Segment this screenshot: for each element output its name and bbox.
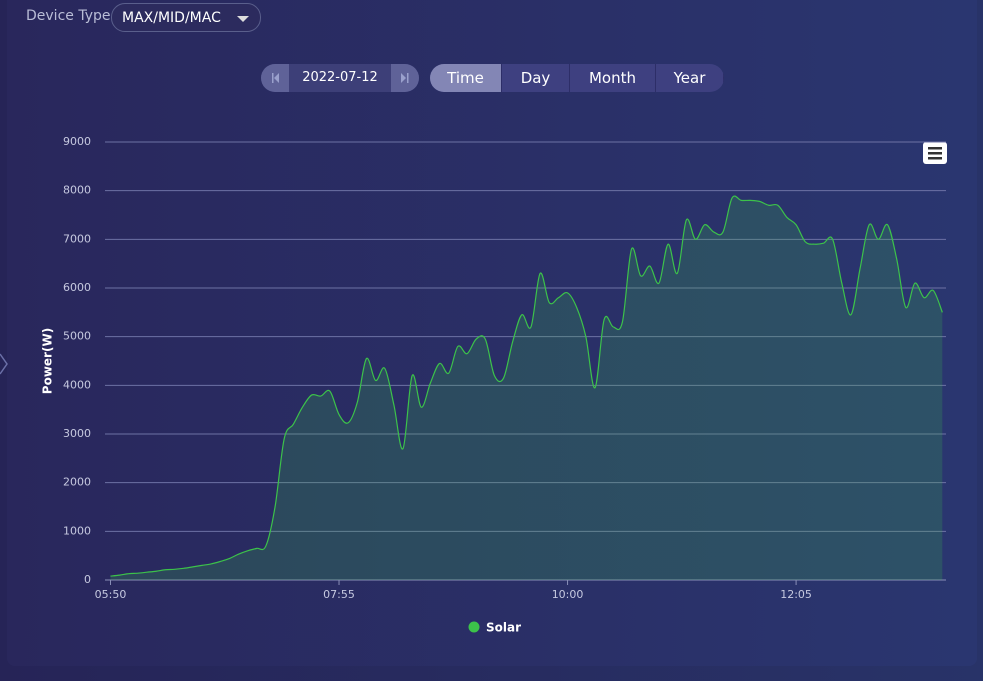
date-picker: 2022-07-12 — [261, 64, 419, 92]
y-axis-label: Power(W) — [41, 328, 55, 394]
x-tick-label: 05:50 — [95, 588, 127, 601]
y-tick-label: 3000 — [63, 427, 91, 440]
y-tick-label: 7000 — [63, 232, 91, 245]
y-tick-label: 2000 — [63, 476, 91, 489]
panel — [7, 0, 977, 666]
x-tick-label: 10:00 — [552, 588, 584, 601]
device-type-select[interactable]: MAX/MID/MAC — [111, 3, 261, 32]
y-tick-label: 0 — [84, 573, 91, 586]
y-tick-label: 6000 — [63, 281, 91, 294]
legend-marker — [468, 621, 480, 633]
prev-date[interactable] — [261, 64, 289, 92]
area — [110, 196, 943, 580]
menu-button[interactable] — [923, 142, 947, 164]
x-tick-label: 12:05 — [780, 588, 812, 601]
y-tick-label: 9000 — [63, 135, 91, 148]
y-tick-label: 1000 — [63, 524, 91, 537]
y-tick-label: 4000 — [63, 378, 91, 391]
tab[interactable]: Day — [502, 64, 570, 92]
next-date[interactable] — [391, 64, 419, 92]
period-tabs: Time Day Month Year — [430, 64, 724, 92]
legend-label: Solar — [486, 621, 521, 635]
tab[interactable]: Month — [570, 64, 656, 92]
y-tick-label: 8000 — [63, 184, 91, 197]
tab[interactable]: Year — [656, 64, 724, 92]
line — [110, 195, 943, 577]
date-text[interactable]: 2022-07-12 — [302, 70, 378, 85]
x-tick-label: 07:55 — [323, 588, 355, 601]
tab[interactable]: Time — [430, 64, 502, 92]
device-type-label: Device Type — [26, 8, 111, 24]
y-tick-label: 5000 — [63, 330, 91, 343]
side-arrow[interactable] — [0, 353, 8, 375]
